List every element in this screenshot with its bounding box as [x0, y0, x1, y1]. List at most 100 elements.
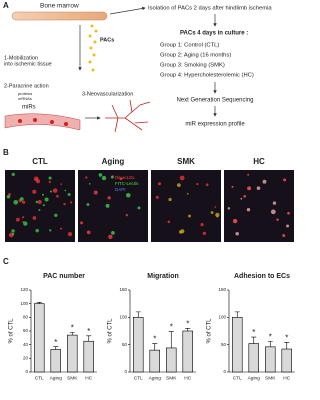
- x-tick-label: SMK: [265, 375, 276, 381]
- stain-label: FITC-Lectin: [115, 181, 139, 186]
- significance-mark: *: [54, 338, 57, 347]
- y-axis-label: % of CTL: [9, 318, 15, 344]
- cell: [262, 179, 267, 184]
- pac-dots: [88, 24, 98, 72]
- cell: [240, 197, 243, 200]
- cell: [196, 183, 199, 186]
- cell: [35, 179, 41, 184]
- error-bar: [69, 332, 75, 336]
- significance-mark: *: [71, 323, 74, 332]
- cell: [54, 213, 58, 217]
- panel-label: A: [3, 1, 9, 10]
- x-tick-label: HC: [85, 375, 92, 381]
- significance-mark: *: [252, 328, 255, 337]
- cell: [38, 209, 41, 211]
- cell: [235, 231, 239, 236]
- cell: [11, 229, 15, 233]
- cell: [178, 230, 183, 234]
- culture-label: PACs 4 days in culture :: [180, 31, 248, 37]
- y-tick-label: 20: [23, 356, 29, 361]
- cell: [205, 183, 209, 187]
- cell: [64, 189, 67, 192]
- significance-mark: *: [285, 334, 288, 343]
- significance-mark: *: [153, 335, 156, 344]
- cell: [63, 202, 66, 206]
- cell: [41, 193, 45, 196]
- error-bar: [152, 343, 158, 351]
- error-bar: [86, 335, 92, 342]
- cell: [155, 195, 159, 199]
- cell: [283, 178, 287, 182]
- error-bar: [135, 311, 141, 318]
- bar: [149, 349, 161, 373]
- cell: [88, 183, 91, 185]
- cell: [167, 220, 171, 224]
- panel-label: C: [3, 257, 9, 266]
- panel-label: B: [3, 148, 9, 157]
- y-tick-label: 40: [23, 342, 29, 347]
- cell: [49, 190, 53, 193]
- cell: [137, 206, 141, 210]
- cell: [125, 193, 131, 198]
- bar: [133, 317, 144, 373]
- pacs-label: PACs: [100, 37, 114, 43]
- y-axis-label: % of CTL: [207, 318, 213, 344]
- cell: [35, 200, 39, 204]
- cell: [179, 175, 185, 181]
- mirs-label: miRs: [22, 105, 36, 111]
- cargo-label: proteins: [18, 91, 32, 96]
- error-bar: [234, 311, 240, 318]
- significance-mark: *: [269, 332, 272, 341]
- group-label: Group 2: Aging (16 months): [160, 53, 231, 59]
- error-bar: [284, 342, 290, 350]
- y-tick-label: 80: [23, 315, 29, 320]
- cell: [23, 221, 28, 226]
- cell: [60, 227, 63, 230]
- cell: [168, 197, 172, 202]
- cell: [44, 197, 49, 202]
- group-label: Group 3: Smoking (SMK): [160, 63, 225, 69]
- bar: [50, 349, 61, 373]
- cell: [19, 197, 24, 201]
- y-tick-label: 50: [221, 342, 227, 347]
- y-tick-label: 0: [223, 369, 226, 374]
- y-tick-label: 0: [124, 369, 127, 374]
- y-tick-label: 120: [20, 287, 28, 292]
- cell: [111, 230, 115, 235]
- cell: [37, 199, 42, 205]
- cell: [15, 217, 20, 222]
- x-tick-label: CTL: [233, 375, 242, 381]
- significance-mark: *: [186, 319, 189, 328]
- cell: [125, 213, 129, 217]
- cell: [107, 196, 111, 200]
- cell: [287, 211, 290, 215]
- bar: [232, 317, 243, 373]
- mobilization-label: 1-Mobilization: [4, 55, 38, 61]
- cell: [93, 190, 98, 195]
- error-bar: [53, 346, 59, 350]
- y-tick-label: 60: [23, 328, 29, 333]
- cell: [232, 218, 238, 224]
- bar: [248, 343, 260, 373]
- cell: [247, 186, 252, 191]
- y-tick-label: 100: [20, 301, 28, 306]
- cell: [13, 199, 19, 205]
- stain-label: DAPI: [115, 187, 126, 192]
- micrograph: [224, 170, 294, 242]
- x-tick-label: CTL: [134, 375, 143, 381]
- x-tick-label: SMK: [67, 375, 78, 381]
- y-tick-label: 50: [122, 342, 128, 347]
- cell: [69, 201, 73, 204]
- cell: [282, 234, 286, 237]
- cell: [214, 206, 217, 208]
- y-tick-label: 0: [25, 369, 28, 374]
- cell: [48, 180, 51, 184]
- x-tick-label: Aging: [248, 375, 261, 381]
- micrograph: [151, 170, 221, 242]
- bar: [264, 346, 276, 373]
- y-tick-label: 100: [119, 315, 127, 320]
- cell: [35, 228, 39, 233]
- cell: [98, 173, 103, 177]
- micrograph: [5, 170, 75, 242]
- cell: [11, 172, 15, 177]
